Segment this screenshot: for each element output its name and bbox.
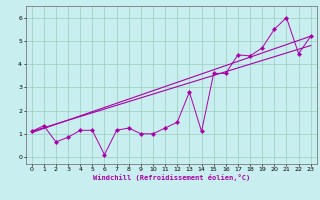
X-axis label: Windchill (Refroidissement éolien,°C): Windchill (Refroidissement éolien,°C) <box>92 174 250 181</box>
